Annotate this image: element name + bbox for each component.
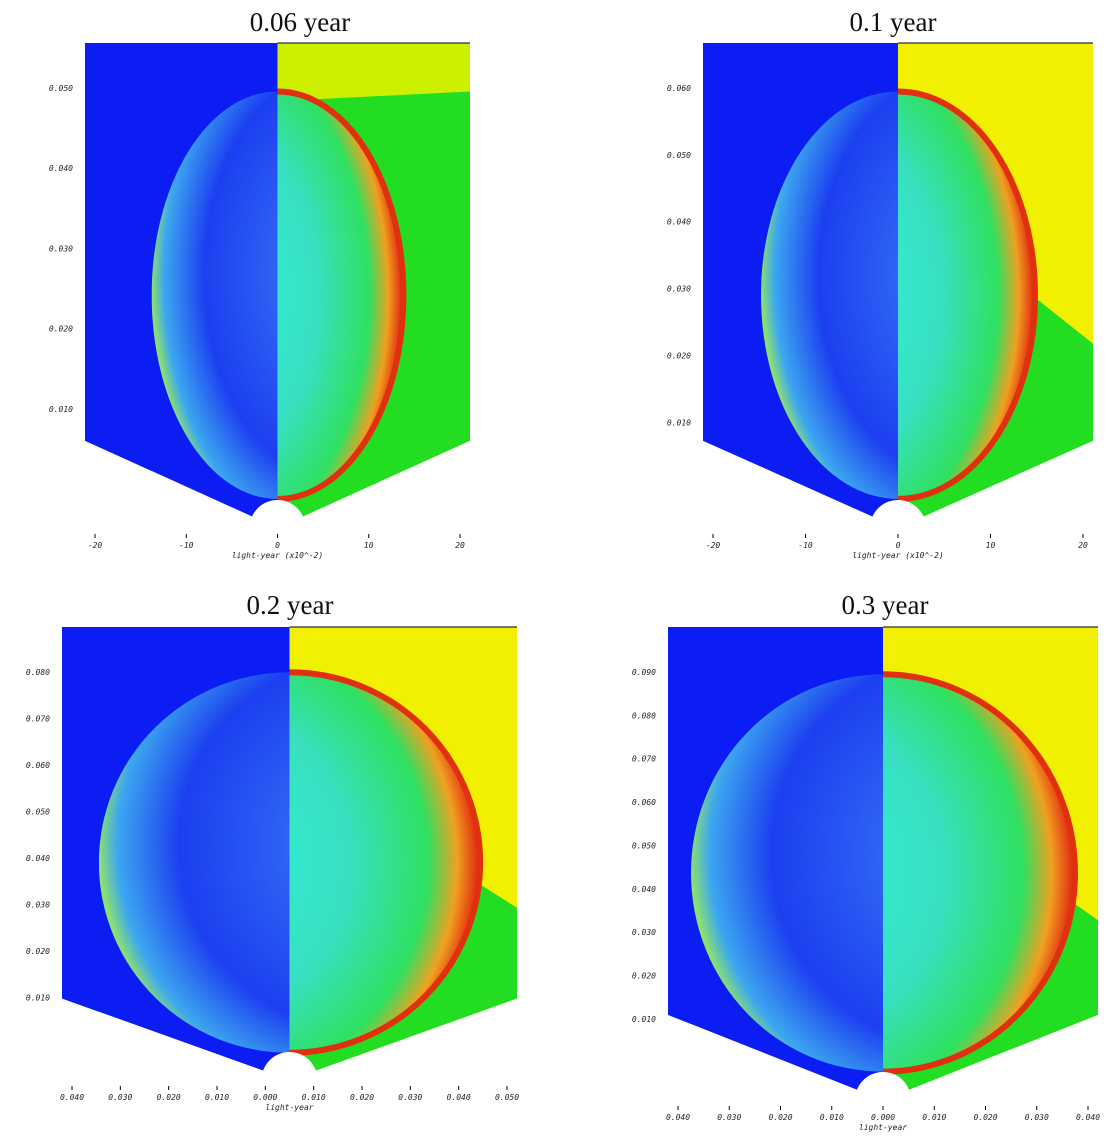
inner-boundary: [855, 1072, 911, 1128]
x-tick-label: 0.040: [447, 1093, 471, 1102]
x-tick-label: 0.030: [1025, 1113, 1049, 1122]
inner-boundary: [261, 1052, 318, 1108]
x-tick-label: 0.040: [1076, 1113, 1100, 1122]
inner-boundary: [249, 500, 306, 556]
panel-title: 0.06 year: [250, 7, 350, 37]
left-cover: [668, 627, 691, 1100]
y-tick-label: 0.020: [667, 351, 691, 360]
panel-title: 0.3 year: [842, 590, 929, 620]
x-axis-label: light-year (x10^-2): [232, 551, 324, 560]
y-tick-label: 0.010: [667, 418, 691, 427]
x-tick-label: -20: [706, 541, 721, 550]
simulation-image: [703, 43, 1093, 528]
x-tick-label: 0.030: [398, 1093, 422, 1102]
x-tick-label: -10: [179, 541, 194, 550]
x-tick-label: 0.010: [205, 1093, 229, 1102]
x-tick-label: 0.030: [717, 1113, 741, 1122]
y-tick-label: 0.030: [667, 285, 691, 294]
y-tick-label: 0.090: [632, 668, 656, 677]
bubble-right: [883, 671, 1078, 1075]
y-tick-label: 0.040: [632, 885, 656, 894]
y-tick-label: 0.030: [632, 928, 656, 937]
panel: 0.1 year 0.060 0.050 0.040 0.030 0.020 0.010 -2…: [667, 7, 1093, 560]
x-axis-label: light-year: [859, 1123, 907, 1132]
x-tick-label: 0.010: [302, 1093, 326, 1102]
x-tick-label: 0.020: [973, 1113, 997, 1122]
x-tick-label: 0.000: [871, 1113, 895, 1122]
panel: 0.2 year 0.080 0.070 0.060 0.050 0.040 0.030 0.…: [26, 590, 519, 1112]
x-tick-label: 0.050: [495, 1093, 519, 1102]
y-tick-label: 0.080: [632, 711, 656, 720]
x-tick-label: 0: [896, 541, 901, 550]
left-cover: [703, 43, 761, 528]
y-tick-label: 0.050: [49, 84, 73, 93]
left-cover: [62, 627, 99, 1080]
y-tick-label: 0.020: [632, 971, 656, 980]
x-tick-label: 0.010: [820, 1113, 844, 1122]
y-tick-label: 0.010: [632, 1015, 656, 1024]
y-tick-label: 0.010: [49, 405, 73, 414]
x-tick-label: 0: [275, 541, 280, 550]
y-tick-label: 0.040: [26, 854, 50, 863]
x-tick-label: 0.020: [350, 1093, 374, 1102]
panel: 0.06 year 0.050 0.040 0.030 0.020 0.010 -20 -10…: [49, 7, 470, 560]
y-tick-label: 0.070: [26, 714, 50, 723]
panel-title: 0.1 year: [850, 7, 937, 37]
y-tick-label: 0.030: [49, 244, 73, 253]
y-tick-label: 0.080: [26, 668, 50, 677]
simulation-image: [62, 627, 517, 1080]
x-tick-label: 0.040: [666, 1113, 690, 1122]
y-tick-label: 0.020: [49, 325, 73, 334]
y-tick-label: 0.060: [667, 84, 691, 93]
panel: 0.3 year 0.090 0.080 0.070 0.060 0.050 0.040 0.…: [632, 590, 1100, 1132]
x-tick-label: 0.030: [108, 1093, 132, 1102]
y-tick-label: 0.010: [26, 993, 50, 1002]
y-tick-label: 0.040: [667, 218, 691, 227]
y-tick-label: 0.050: [26, 807, 50, 816]
y-tick-label: 0.020: [26, 947, 50, 956]
y-tick-label: 0.070: [632, 755, 656, 764]
x-tick-label: -20: [88, 541, 103, 550]
x-tick-label: 0.020: [157, 1093, 181, 1102]
panel-title: 0.2 year: [247, 590, 334, 620]
bubble-right: [277, 88, 407, 502]
x-tick-label: 20: [1078, 541, 1088, 550]
x-tick-label: 0.020: [768, 1113, 792, 1122]
y-tick-label: 0.060: [26, 761, 50, 770]
bubble-right: [898, 88, 1038, 502]
simulation-image: [668, 627, 1098, 1100]
left-cover: [85, 43, 152, 528]
x-axis-label: light-year: [265, 1103, 313, 1112]
y-tick-label: 0.060: [632, 798, 656, 807]
y-tick-label: 0.050: [667, 151, 691, 160]
y-tick-label: 0.040: [49, 164, 73, 173]
x-tick-label: 20: [455, 541, 465, 550]
bubble-right: [289, 669, 484, 1056]
x-tick-label: 0.040: [60, 1093, 84, 1102]
y-tick-label: 0.030: [26, 900, 50, 909]
x-axis-label: light-year (x10^-2): [852, 551, 944, 560]
x-tick-label: 10: [364, 541, 374, 550]
x-tick-label: 0.010: [922, 1113, 946, 1122]
x-tick-label: 0.000: [253, 1093, 277, 1102]
y-tick-label: 0.050: [632, 841, 656, 850]
x-tick-label: -10: [798, 541, 813, 550]
simulation-image: [85, 43, 470, 528]
inner-boundary: [870, 500, 926, 556]
x-tick-label: 10: [986, 541, 996, 550]
